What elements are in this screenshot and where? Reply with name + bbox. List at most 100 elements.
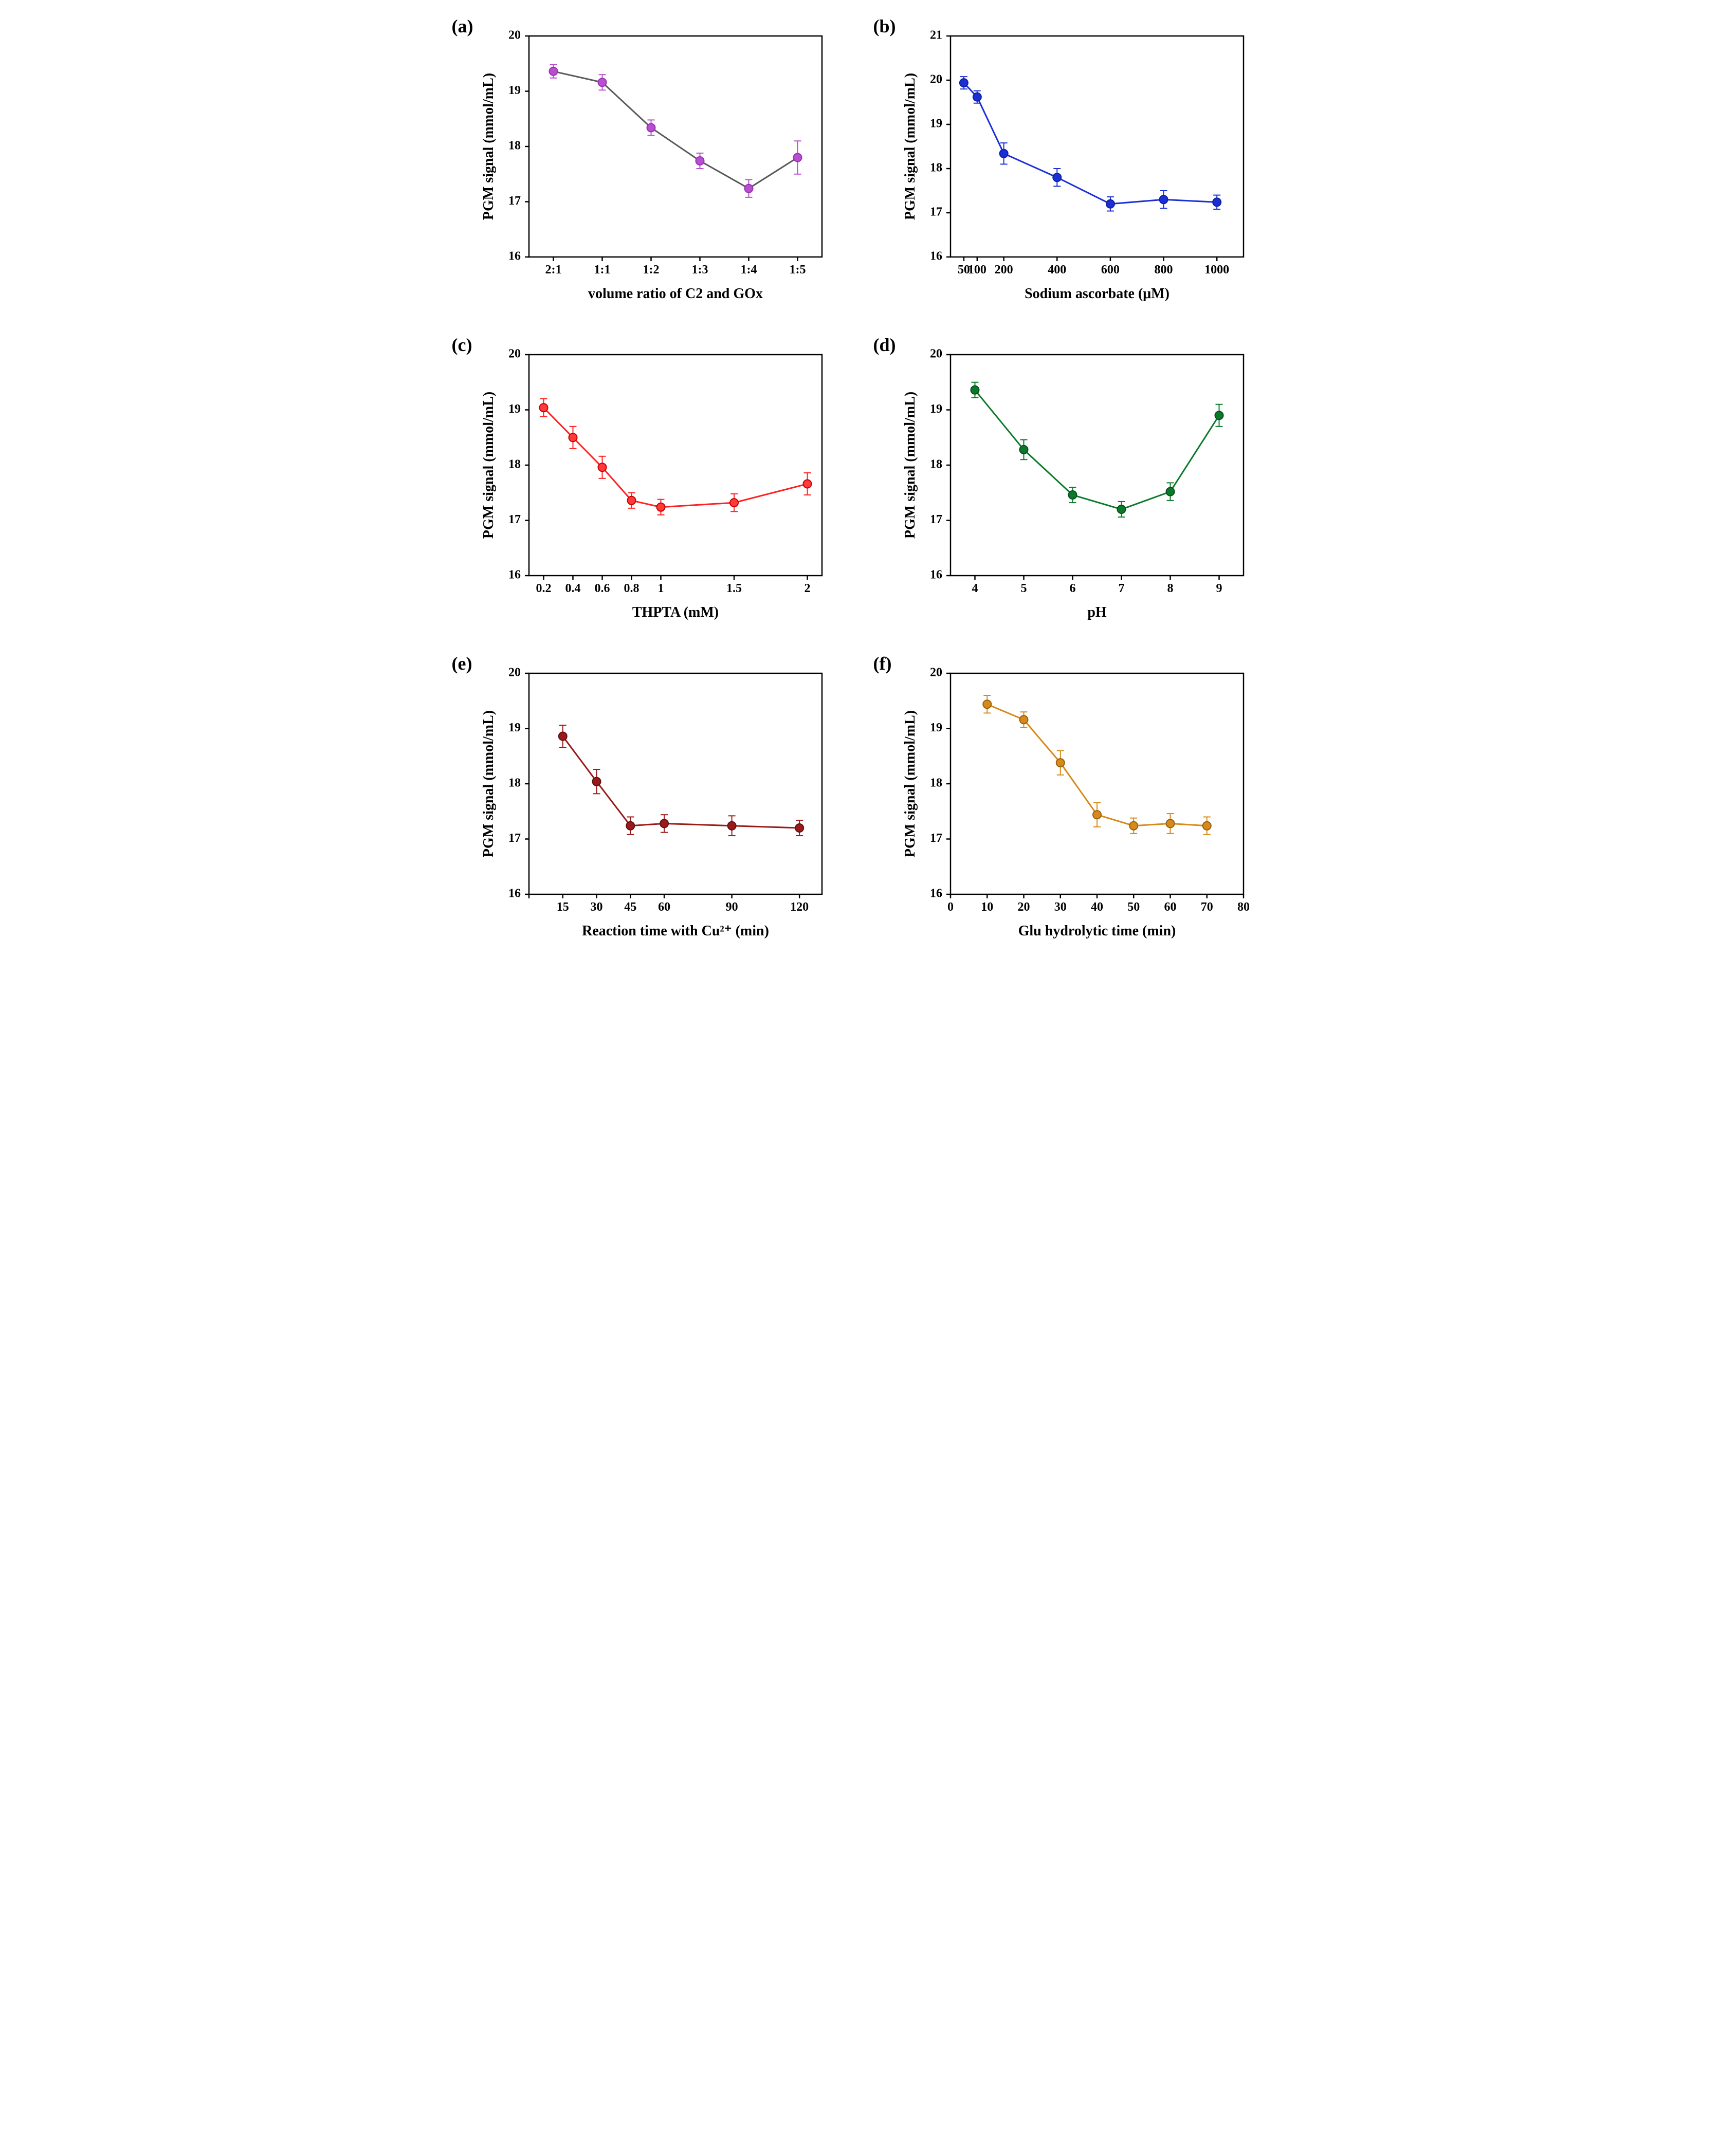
data-point	[1202, 822, 1211, 830]
data-point	[1129, 822, 1138, 830]
svg-text:20: 20	[508, 666, 521, 679]
data-point	[656, 503, 665, 511]
svg-text:80: 80	[1237, 900, 1250, 914]
data-point	[973, 93, 981, 101]
panel-label-a: (a)	[452, 15, 473, 37]
svg-text:17: 17	[930, 513, 942, 526]
svg-text:17: 17	[508, 513, 521, 526]
svg-text:17: 17	[508, 194, 521, 208]
data-point	[1117, 505, 1125, 513]
svg-text:0: 0	[947, 900, 954, 914]
x-axis-label: Reaction time with Cu²⁺ (min)	[582, 923, 769, 939]
data-point	[730, 499, 738, 507]
data-point	[1213, 198, 1221, 206]
data-point	[727, 822, 736, 830]
chart-svg-c: 16171819200.20.40.60.811.52PGM signal (m…	[478, 339, 837, 627]
chart-svg-a: 16171819202:11:11:21:31:41:5PGM signal (…	[478, 21, 837, 308]
svg-text:30: 30	[590, 900, 602, 914]
x-axis-label: volume ratio of C2 and GOx	[588, 286, 763, 302]
svg-text:20: 20	[930, 666, 942, 679]
data-point	[627, 496, 635, 505]
svg-text:19: 19	[930, 721, 942, 734]
data-point	[1215, 411, 1223, 419]
svg-text:50: 50	[1127, 900, 1140, 914]
chart-svg-f: 161718192001020304050607080PGM signal (m…	[899, 658, 1259, 946]
panel-label-c: (c)	[452, 334, 472, 356]
data-point	[1093, 810, 1101, 819]
svg-text:1:4: 1:4	[740, 263, 757, 277]
data-point	[1019, 446, 1028, 454]
svg-text:400: 400	[1048, 263, 1066, 277]
svg-text:21: 21	[930, 29, 942, 42]
svg-text:18: 18	[508, 458, 521, 471]
svg-text:1:5: 1:5	[789, 263, 806, 277]
data-point	[971, 386, 979, 394]
chart-container-c: 16171819200.20.40.60.811.52PGM signal (m…	[478, 339, 858, 627]
panel-a: (a) 16171819202:11:11:21:31:41:5PGM sign…	[457, 21, 858, 308]
data-point	[647, 123, 655, 132]
series-line	[543, 408, 807, 507]
svg-text:18: 18	[930, 777, 942, 790]
data-point	[1053, 173, 1061, 181]
svg-text:1.5: 1.5	[726, 582, 742, 595]
chart-container-d: 1617181920456789PGM signal (mmol/mL)pH	[899, 339, 1280, 627]
y-axis-label: PGM signal (mmol/mL)	[481, 392, 497, 539]
svg-text:2:1: 2:1	[545, 263, 561, 277]
data-point	[959, 79, 967, 87]
x-axis-label: Sodium ascorbate (μM)	[1025, 286, 1169, 302]
svg-text:19: 19	[508, 402, 521, 416]
svg-text:18: 18	[930, 458, 942, 471]
svg-text:70: 70	[1200, 900, 1213, 914]
data-point	[598, 78, 606, 86]
data-point	[1056, 759, 1064, 767]
data-point	[549, 67, 557, 76]
data-point	[1068, 491, 1076, 499]
svg-text:0.8: 0.8	[624, 582, 639, 595]
data-point	[1166, 488, 1174, 496]
chart-svg-e: 16171819201530456090120PGM signal (mmol/…	[478, 658, 837, 946]
svg-text:4: 4	[972, 582, 978, 595]
svg-text:0.6: 0.6	[594, 582, 610, 595]
panel-label-b: (b)	[873, 15, 896, 37]
svg-text:1:2: 1:2	[643, 263, 659, 277]
data-point	[660, 819, 668, 827]
svg-text:18: 18	[508, 139, 521, 153]
svg-text:19: 19	[508, 84, 521, 97]
panel-label-f: (f)	[873, 653, 892, 674]
svg-text:30: 30	[1054, 900, 1066, 914]
chart-container-e: 16171819201530456090120PGM signal (mmol/…	[478, 658, 858, 946]
svg-text:17: 17	[930, 832, 942, 845]
svg-text:20: 20	[508, 29, 521, 42]
series-line	[975, 390, 1219, 509]
svg-text:1: 1	[657, 582, 664, 595]
data-point	[795, 824, 803, 832]
x-axis-label: pH	[1087, 604, 1107, 620]
data-point	[569, 433, 577, 441]
svg-text:600: 600	[1101, 263, 1119, 277]
svg-text:60: 60	[658, 900, 670, 914]
svg-text:10: 10	[981, 900, 993, 914]
x-axis-label: THPTA (mM)	[632, 604, 718, 620]
svg-text:9: 9	[1216, 582, 1222, 595]
svg-text:20: 20	[930, 73, 942, 86]
data-point	[1166, 819, 1174, 827]
svg-text:19: 19	[508, 721, 521, 734]
svg-text:1:3: 1:3	[691, 263, 708, 277]
svg-text:0.4: 0.4	[565, 582, 580, 595]
svg-text:6: 6	[1069, 582, 1075, 595]
data-point	[999, 150, 1008, 158]
svg-text:7: 7	[1118, 582, 1124, 595]
svg-text:16: 16	[930, 887, 942, 900]
svg-text:16: 16	[930, 568, 942, 582]
svg-text:120: 120	[790, 900, 809, 914]
svg-text:90: 90	[725, 900, 738, 914]
panel-e: (e) 16171819201530456090120PGM signal (m…	[457, 658, 858, 946]
y-axis-label: PGM signal (mmol/mL)	[481, 73, 497, 220]
panel-d: (d) 1617181920456789PGM signal (mmol/mL)…	[879, 339, 1280, 627]
data-point	[696, 157, 704, 165]
data-point	[539, 403, 547, 412]
series-line	[553, 71, 797, 189]
svg-text:0.2: 0.2	[536, 582, 551, 595]
svg-text:16: 16	[930, 250, 942, 263]
data-point	[598, 463, 606, 471]
